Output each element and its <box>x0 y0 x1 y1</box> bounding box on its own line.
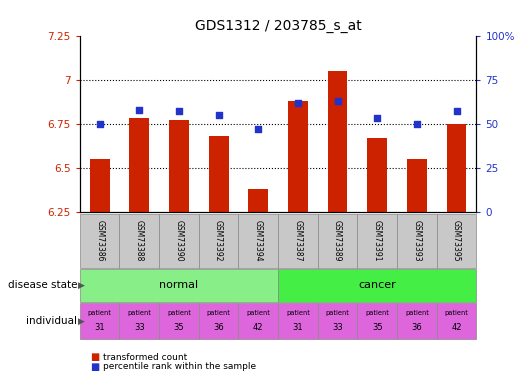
Text: transformed count: transformed count <box>103 352 187 362</box>
Text: 35: 35 <box>174 322 184 332</box>
Text: percentile rank within the sample: percentile rank within the sample <box>103 362 256 371</box>
Text: 31: 31 <box>94 322 105 332</box>
Text: GSM73387: GSM73387 <box>294 220 302 262</box>
Text: disease state: disease state <box>8 280 77 290</box>
Text: GSM73395: GSM73395 <box>452 220 461 262</box>
Text: ▶: ▶ <box>78 316 85 326</box>
Text: 42: 42 <box>253 322 264 332</box>
Bar <box>328 71 348 212</box>
Text: individual: individual <box>26 316 77 326</box>
Text: GSM73394: GSM73394 <box>254 220 263 262</box>
Text: normal: normal <box>160 280 198 290</box>
Text: GSM73391: GSM73391 <box>373 220 382 262</box>
Point <box>413 121 421 127</box>
Bar <box>367 138 387 212</box>
Text: 35: 35 <box>372 322 383 332</box>
Title: GDS1312 / 203785_s_at: GDS1312 / 203785_s_at <box>195 19 362 33</box>
Text: patient: patient <box>167 310 191 316</box>
Bar <box>248 189 268 212</box>
Bar <box>209 136 229 212</box>
Text: patient: patient <box>127 310 151 316</box>
Text: GSM73393: GSM73393 <box>413 220 421 262</box>
Bar <box>288 101 308 212</box>
Point <box>175 108 183 114</box>
Text: patient: patient <box>246 310 270 316</box>
Text: GSM73390: GSM73390 <box>175 220 183 262</box>
Point <box>452 108 460 114</box>
Text: 36: 36 <box>411 322 422 332</box>
Point <box>135 106 143 112</box>
Text: patient: patient <box>325 310 350 316</box>
Bar <box>407 159 427 212</box>
Text: patient: patient <box>405 310 429 316</box>
Point <box>214 112 222 118</box>
Text: patient: patient <box>88 310 112 316</box>
Bar <box>169 120 189 212</box>
Text: 33: 33 <box>332 322 343 332</box>
Point <box>334 98 342 104</box>
Text: ▶: ▶ <box>78 281 85 290</box>
Text: GSM73392: GSM73392 <box>214 220 223 262</box>
Bar <box>447 124 467 212</box>
Text: ■: ■ <box>90 362 99 372</box>
Point <box>96 121 104 127</box>
Text: 36: 36 <box>213 322 224 332</box>
Text: 42: 42 <box>451 322 462 332</box>
Text: patient: patient <box>286 310 310 316</box>
Text: patient: patient <box>365 310 389 316</box>
Text: GSM73388: GSM73388 <box>135 220 144 262</box>
Text: 31: 31 <box>293 322 303 332</box>
Text: ■: ■ <box>90 352 99 362</box>
Text: patient: patient <box>444 310 469 316</box>
Point <box>294 100 302 106</box>
Point <box>254 126 263 132</box>
Bar <box>129 118 149 212</box>
Bar <box>90 159 110 212</box>
Text: GSM73386: GSM73386 <box>95 220 104 262</box>
Text: patient: patient <box>207 310 231 316</box>
Point <box>373 116 382 122</box>
Text: 33: 33 <box>134 322 145 332</box>
Text: GSM73389: GSM73389 <box>333 220 342 262</box>
Text: cancer: cancer <box>358 280 396 290</box>
